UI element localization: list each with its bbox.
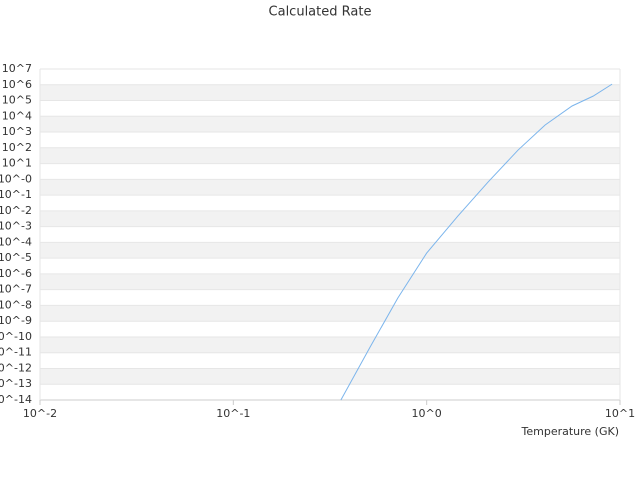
y-tick-label: 10^5 bbox=[2, 94, 32, 107]
y-tick-label: 10^-5 bbox=[0, 251, 32, 264]
grid-band bbox=[40, 210, 620, 227]
grid-band bbox=[40, 179, 620, 196]
y-tick-label: 10^-0 bbox=[0, 172, 32, 185]
y-tick-label: 10^-11 bbox=[0, 346, 32, 359]
x-tick-label: 10^1 bbox=[605, 407, 635, 420]
y-tick-label: 10^-14 bbox=[0, 393, 32, 406]
x-tick-label: 10^-2 bbox=[23, 407, 57, 420]
y-tick-label: 10^2 bbox=[2, 141, 32, 154]
grid-band bbox=[40, 116, 620, 133]
y-tick-label: 10^4 bbox=[2, 109, 32, 122]
y-tick-label: 10^-2 bbox=[0, 204, 32, 217]
x-tick-label: 10^-1 bbox=[216, 407, 250, 420]
grid-band bbox=[40, 273, 620, 290]
y-tick-label: 10^-8 bbox=[0, 298, 32, 311]
y-tick-label: 10^-7 bbox=[0, 283, 32, 296]
y-tick-label: 10^7 bbox=[2, 62, 32, 75]
x-tick-label: 10^0 bbox=[412, 407, 442, 420]
y-tick-label: 10^-9 bbox=[0, 314, 32, 327]
grid-band bbox=[40, 305, 620, 322]
chart-title: Calculated Rate bbox=[269, 5, 372, 20]
y-tick-label: 10^-4 bbox=[0, 235, 32, 248]
y-tick-label: 10^3 bbox=[2, 125, 32, 138]
y-tick-label: 10^-10 bbox=[0, 330, 32, 343]
y-tick-label: 10^-3 bbox=[0, 220, 32, 233]
data-line bbox=[340, 83, 613, 401]
y-tick-label: 10^6 bbox=[2, 78, 32, 91]
grid-band bbox=[40, 336, 620, 353]
grid-band bbox=[40, 147, 620, 164]
grid-band bbox=[40, 368, 620, 385]
y-tick-label: 10^1 bbox=[2, 157, 32, 170]
y-tick-label: 10^-1 bbox=[0, 188, 32, 201]
y-tick-label: 10^-13 bbox=[0, 377, 32, 390]
x-axis-title: Temperature (GK) bbox=[521, 425, 620, 438]
grid-band bbox=[40, 242, 620, 259]
y-tick-label: 10^-12 bbox=[0, 361, 32, 374]
y-tick-label: 10^-6 bbox=[0, 267, 32, 280]
grid-band bbox=[40, 84, 620, 101]
